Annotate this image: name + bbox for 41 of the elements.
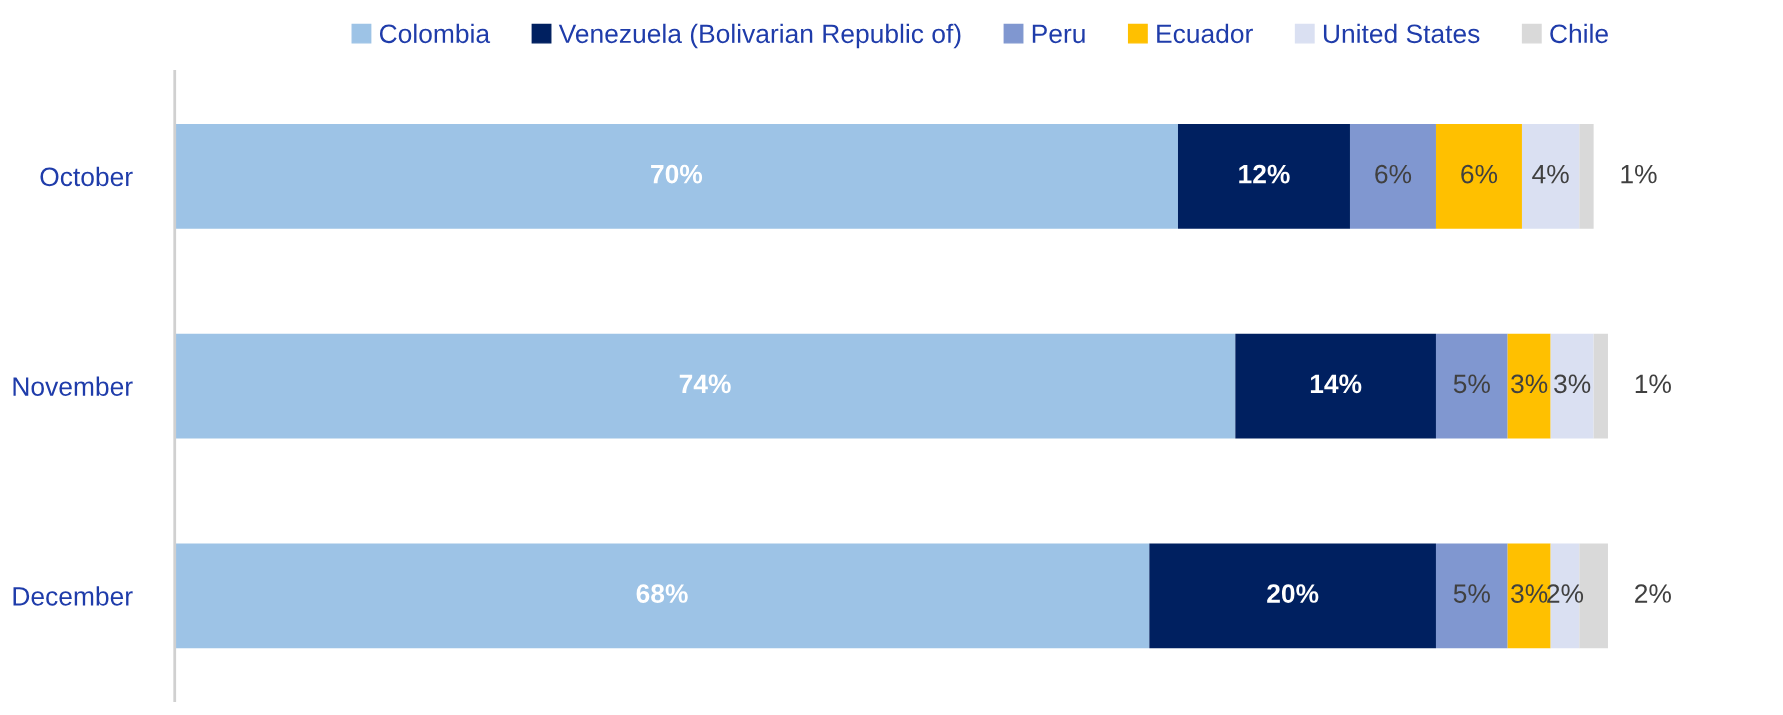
data-label: 70% — [651, 164, 703, 184]
y-tick-label: October — [40, 166, 133, 187]
bar — [174, 123, 1178, 229]
data-label: 20% — [1267, 584, 1319, 603]
bar — [174, 543, 1150, 649]
data-label: 3% — [1554, 374, 1591, 394]
bar — [1593, 333, 1608, 439]
bar — [1435, 333, 1508, 439]
data-label: 1% — [1621, 164, 1657, 184]
bar — [1507, 333, 1551, 439]
legend-label: Chile — [1550, 23, 1608, 44]
bar — [1349, 123, 1436, 229]
legend-label: Ecuador — [1157, 23, 1253, 44]
bar — [174, 333, 1236, 439]
data-label: 5% — [1453, 374, 1490, 394]
bar — [1579, 123, 1594, 229]
data-label: 2% — [1635, 584, 1671, 603]
legend-label: Venezuela (Bolivarian Republic of) — [558, 23, 961, 49]
data-label: 6% — [1375, 164, 1412, 184]
data-label: 1% — [1635, 374, 1671, 394]
bar — [1435, 543, 1508, 649]
bar — [1235, 333, 1436, 439]
bar — [1435, 123, 1522, 229]
bar — [1521, 123, 1580, 229]
legend-label: United States — [1323, 23, 1480, 44]
bar — [1149, 543, 1436, 649]
bar — [1550, 333, 1594, 439]
data-label: 3% — [1511, 584, 1548, 603]
y-tick-label: November — [13, 376, 133, 396]
data-label: 74% — [679, 374, 731, 394]
data-label: 6% — [1461, 164, 1498, 184]
y-tick-label: December — [13, 586, 133, 606]
data-label: 5% — [1453, 584, 1490, 603]
data-label: 14% — [1310, 374, 1362, 394]
data-label: 4% — [1532, 164, 1569, 184]
legend-label: Colombia — [379, 23, 491, 44]
bar — [1177, 123, 1350, 229]
data-label: 68% — [636, 584, 688, 603]
data-label: 12% — [1239, 164, 1290, 184]
legend-label: Peru — [1032, 24, 1085, 44]
data-label: 3% — [1511, 374, 1548, 394]
